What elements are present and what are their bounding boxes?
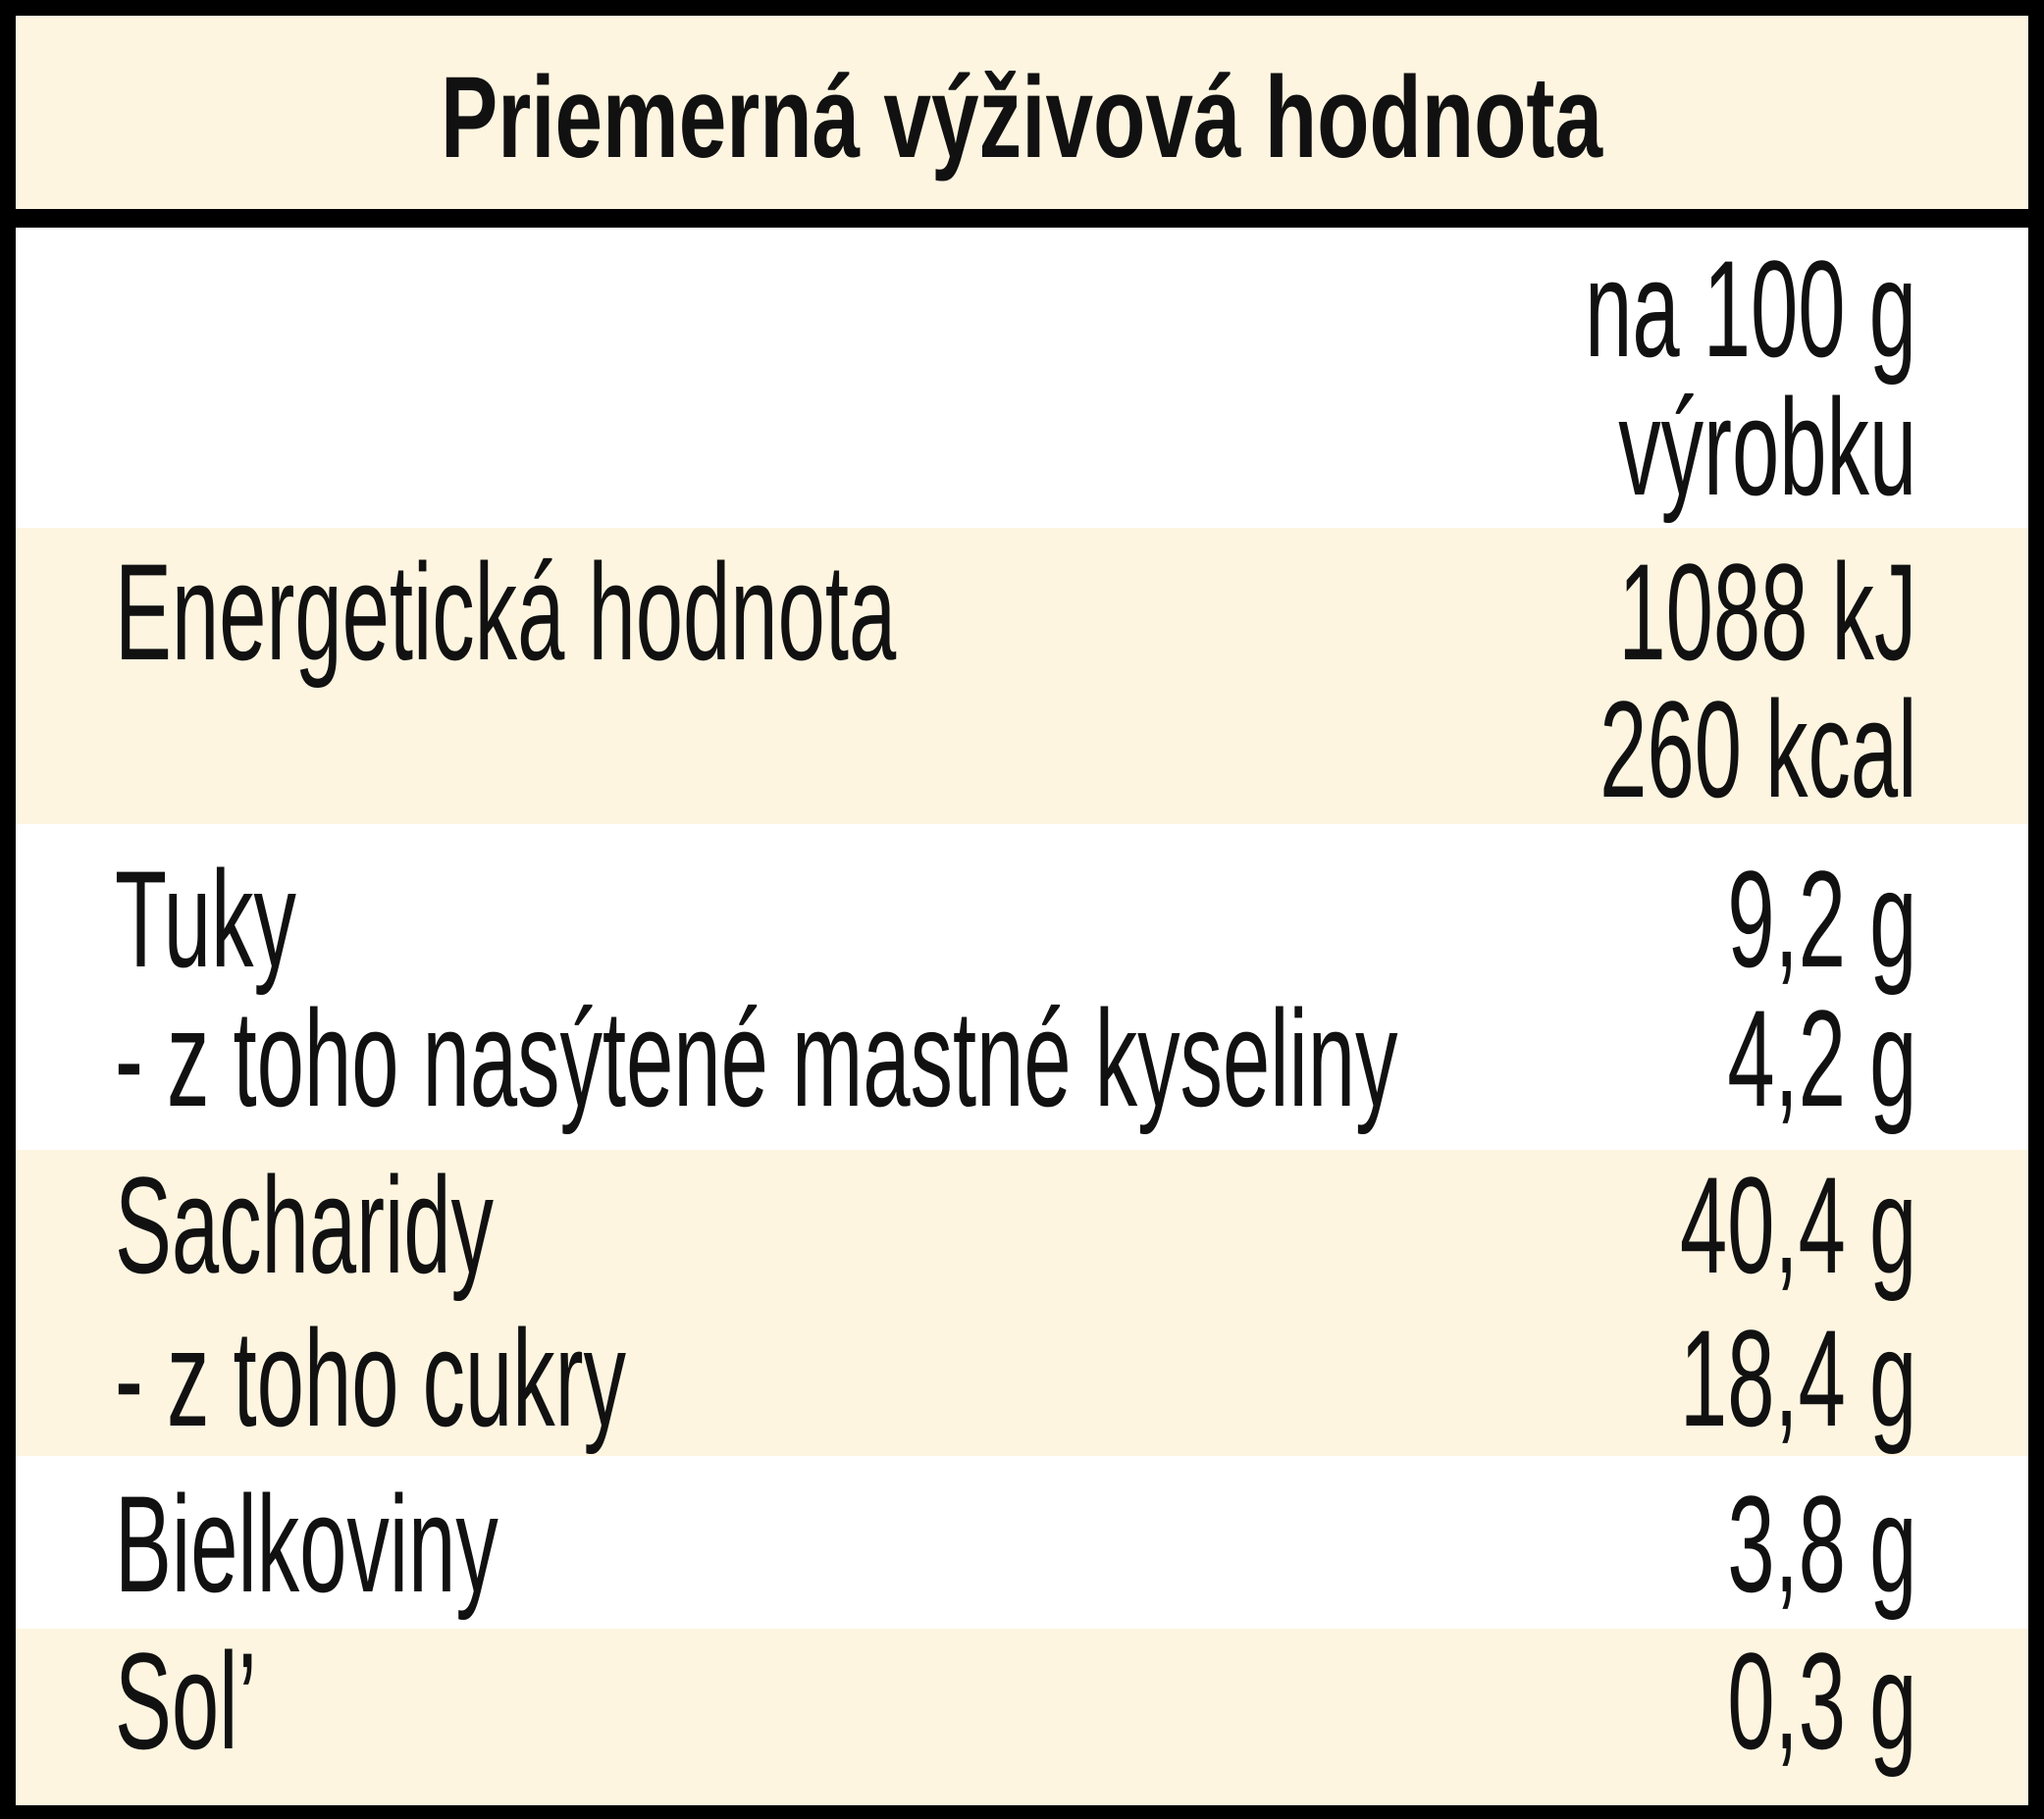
row-band [16, 1456, 2028, 1629]
nutrient-value: 1088 kJ [1617, 535, 1916, 689]
nutrient-label: Tuky [115, 842, 296, 996]
nutrient-value: 18,4 g [1679, 1301, 1916, 1455]
row-band [16, 528, 2028, 824]
title-box: Priemerná výživová hodnota [0, 49, 2044, 186]
nutrient-value: 4,2 g [1726, 981, 1916, 1135]
nutrient-label: - z toho nasýtené mastné kyseliny [115, 981, 1398, 1135]
row-band [16, 1150, 2028, 1456]
nutrient-label: Sol’ [115, 1624, 257, 1778]
column-header: na 100 g [1585, 232, 1916, 386]
nutrient-value: 3,8 g [1726, 1467, 1916, 1621]
title-band [16, 16, 2028, 209]
row-band [16, 1629, 2028, 1805]
row-band [16, 228, 2028, 528]
row-band [16, 824, 2028, 1150]
nutrient-label: Bielkoviny [115, 1467, 498, 1621]
title: Priemerná výživová hodnota [441, 53, 1603, 182]
nutrient-label: - z toho cukry [115, 1301, 626, 1455]
nutrient-label: Energetická hodnota [115, 535, 897, 689]
nutrient-value: 9,2 g [1726, 842, 1916, 996]
nutrient-value: 0,3 g [1726, 1624, 1916, 1778]
nutrient-label: Sacharidy [115, 1148, 494, 1302]
nutrient-value: 40,4 g [1679, 1148, 1916, 1302]
column-header: výrobku [1618, 370, 1916, 524]
nutrient-value: 260 kcal [1599, 672, 1916, 826]
